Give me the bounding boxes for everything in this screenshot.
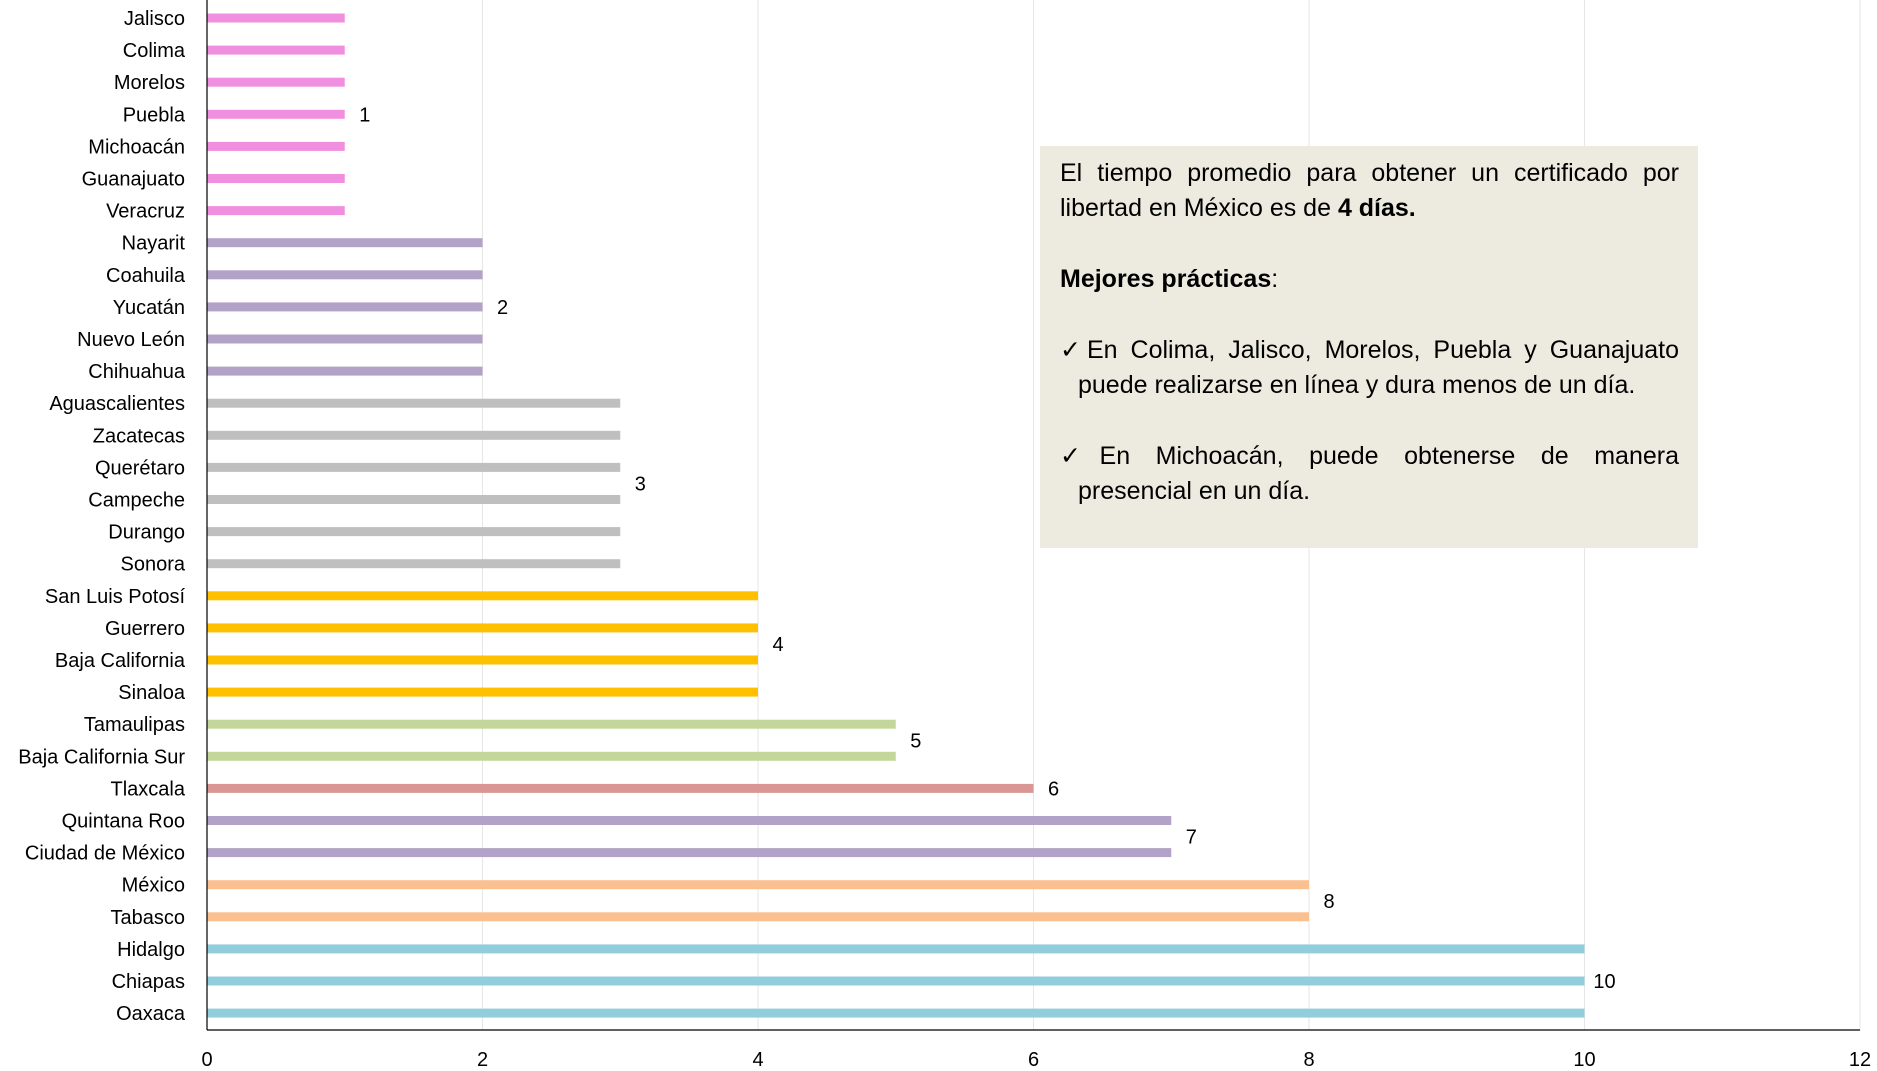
category-label-29: Hidalgo (117, 939, 185, 961)
category-label-3: Puebla (123, 104, 186, 126)
bar-1 (207, 45, 345, 55)
data-label-2: 3 (635, 473, 646, 495)
bar-17 (207, 559, 621, 569)
category-label-19: Guerrero (105, 618, 185, 640)
category-label-20: Baja California (55, 650, 186, 672)
category-label-28: Tabasco (111, 907, 186, 929)
bar-26 (207, 848, 1172, 858)
category-label-16: Durango (108, 522, 185, 544)
category-label-9: Yucatán (113, 297, 185, 319)
x-tick-2: 4 (752, 1049, 763, 1071)
note-bullet-michoacan: ✓En Michoacán, puede obtenerse de manera… (1060, 442, 1679, 505)
category-label-30: Chiapas (112, 971, 185, 993)
category-label-25: Quintana Roo (62, 811, 185, 833)
bar-18 (207, 591, 758, 601)
data-label-5: 6 (1048, 778, 1059, 800)
data-label-4: 5 (910, 730, 921, 752)
category-label-23: Baja California Sur (18, 746, 185, 768)
x-tick-3: 6 (1028, 1049, 1039, 1071)
bar-9 (207, 302, 483, 312)
category-label-18: San Luis Potosí (45, 586, 186, 608)
bar-24 (207, 783, 1034, 793)
data-label-6: 7 (1186, 827, 1197, 849)
bars (207, 13, 1585, 1018)
category-label-0: Jalisco (124, 8, 185, 30)
bar-11 (207, 366, 483, 376)
category-label-1: Colima (123, 40, 186, 62)
x-tick-1: 2 (477, 1049, 488, 1071)
x-tick-6: 12 (1849, 1049, 1871, 1071)
bar-16 (207, 527, 621, 537)
note-heading-text: Mejores prácticas (1060, 265, 1272, 293)
bar-8 (207, 270, 483, 280)
bar-13 (207, 430, 621, 440)
data-label-3: 4 (772, 634, 783, 656)
note-heading: Mejores prácticas: (1060, 262, 1679, 297)
category-label-6: Veracruz (106, 201, 185, 223)
note-box: El tiempo promedio para obtener un certi… (1040, 146, 1698, 548)
bar-0 (207, 13, 345, 23)
bar-20 (207, 655, 758, 665)
bar-30 (207, 976, 1585, 986)
category-label-2: Morelos (114, 72, 185, 94)
data-label-1: 2 (497, 297, 508, 319)
bar-10 (207, 334, 483, 344)
data-label-0: 1 (359, 104, 370, 126)
category-label-8: Coahuila (106, 265, 186, 287)
bar-3 (207, 109, 345, 119)
x-tick-0: 0 (201, 1049, 212, 1071)
bar-19 (207, 623, 758, 633)
bar-31 (207, 1008, 1585, 1018)
data-label-8: 10 (1593, 971, 1615, 993)
category-label-7: Nayarit (122, 233, 186, 255)
bar-4 (207, 141, 345, 151)
bar-6 (207, 206, 345, 216)
category-label-31: Oaxaca (116, 1003, 186, 1025)
category-label-26: Ciudad de México (25, 843, 185, 865)
bar-14 (207, 462, 621, 472)
note-intro: El tiempo promedio para obtener un certi… (1060, 156, 1679, 226)
bar-29 (207, 944, 1585, 954)
bar-25 (207, 816, 1172, 825)
category-label-21: Sinaloa (118, 682, 186, 704)
category-label-17: Sonora (121, 554, 186, 576)
x-tick-labels: 0 2 4 6 8 10 12 (201, 1049, 1871, 1071)
bar-27 (207, 880, 1309, 890)
bar-5 (207, 174, 345, 183)
data-label-7: 8 (1323, 891, 1334, 913)
bar-28 (207, 912, 1309, 922)
category-label-13: Zacatecas (93, 425, 185, 447)
category-labels: Jalisco Colima Morelos Puebla Michoacán Guana… (18, 8, 186, 1025)
bar-23 (207, 751, 896, 761)
bar-12 (207, 398, 621, 408)
category-label-14: Querétaro (95, 457, 185, 479)
bar-7 (207, 238, 483, 248)
category-label-5: Guanajuato (82, 169, 185, 191)
note-bullet-online: ✓En Colima, Jalisco, Morelos, Puebla y G… (1060, 336, 1679, 399)
note-intro-bold: 4 días. (1337, 194, 1416, 222)
category-label-24: Tlaxcala (111, 778, 186, 800)
category-label-27: México (122, 875, 185, 897)
category-label-12: Aguascalientes (49, 393, 185, 415)
category-label-10: Nuevo León (77, 329, 185, 351)
note-heading-suffix: : (1271, 265, 1279, 293)
bar-15 (207, 495, 621, 504)
bar-21 (207, 687, 758, 697)
category-label-4: Michoacán (88, 136, 185, 158)
x-tick-5: 10 (1573, 1049, 1595, 1071)
bar-2 (207, 77, 345, 87)
x-tick-4: 8 (1303, 1049, 1314, 1071)
category-label-15: Campeche (88, 490, 185, 512)
note-intro-text: El tiempo promedio para obtener un certi… (1060, 159, 1679, 222)
data-labels: 1 2 3 4 5 6 7 8 10 (359, 104, 1615, 993)
category-label-11: Chihuahua (88, 361, 186, 383)
bar-22 (207, 719, 896, 729)
category-label-22: Tamaulipas (84, 714, 185, 736)
